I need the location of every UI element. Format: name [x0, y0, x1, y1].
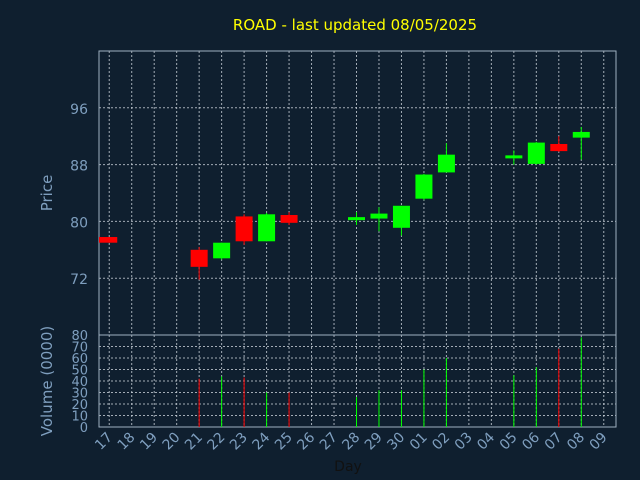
- volume-tick-label: 50: [71, 364, 88, 379]
- candle: [348, 212, 365, 225]
- volume-tick-label: 30: [71, 387, 88, 402]
- candle: [392, 205, 410, 236]
- price-tick-label: 72: [70, 272, 88, 288]
- candle-body: [99, 237, 118, 243]
- candle: [370, 207, 388, 232]
- volume-tick-label: 40: [71, 375, 88, 390]
- candle-body: [348, 217, 365, 221]
- candle-body: [392, 205, 410, 228]
- candle: [437, 143, 455, 173]
- price-axis-label: Price: [38, 175, 56, 212]
- volume-tick-label: 80: [71, 329, 88, 344]
- candle: [527, 141, 545, 165]
- candle: [235, 214, 253, 245]
- price-tick-label: 88: [70, 159, 88, 175]
- candle: [505, 150, 523, 165]
- candle: [213, 242, 231, 260]
- candle: [258, 212, 276, 242]
- chart-title: ROAD - last updated 08/05/2025: [233, 16, 477, 34]
- candle: [99, 237, 118, 243]
- candle-body: [235, 216, 253, 242]
- candle: [550, 136, 568, 152]
- volume-tick-label: 10: [71, 410, 88, 425]
- volume-tick-label: 70: [71, 341, 88, 356]
- candle-body: [213, 242, 231, 259]
- candle-body: [527, 142, 545, 164]
- volume-tick-label: 60: [71, 352, 88, 367]
- volume-bars: [198, 337, 582, 427]
- candle: [280, 212, 298, 225]
- volume-panel-frame: [98, 334, 617, 428]
- candle-body: [258, 214, 276, 242]
- candle-body: [505, 155, 523, 159]
- candles: [99, 126, 590, 280]
- x-tick-labels: 1718192021222324252627282930010203040506…: [92, 429, 610, 453]
- candle-body: [437, 154, 455, 173]
- volume-tick-label: 20: [71, 398, 88, 413]
- candle: [190, 246, 208, 280]
- price-tick-label: 96: [70, 102, 88, 118]
- price-tick-label: 80: [70, 215, 88, 231]
- candle-body: [370, 213, 388, 219]
- candle-body: [190, 249, 208, 267]
- volume-tick-label: 0: [80, 421, 88, 436]
- volume-axis-label: Volume (0000): [38, 326, 56, 436]
- candle-body: [550, 144, 568, 152]
- candle-body: [572, 131, 590, 138]
- candle: [572, 126, 590, 160]
- candle: [415, 173, 433, 201]
- price-tick-labels: 72 80 88 96: [70, 102, 88, 288]
- x-axis-label: Day: [334, 459, 362, 475]
- candle-body: [415, 174, 433, 199]
- candle-body: [280, 215, 298, 223]
